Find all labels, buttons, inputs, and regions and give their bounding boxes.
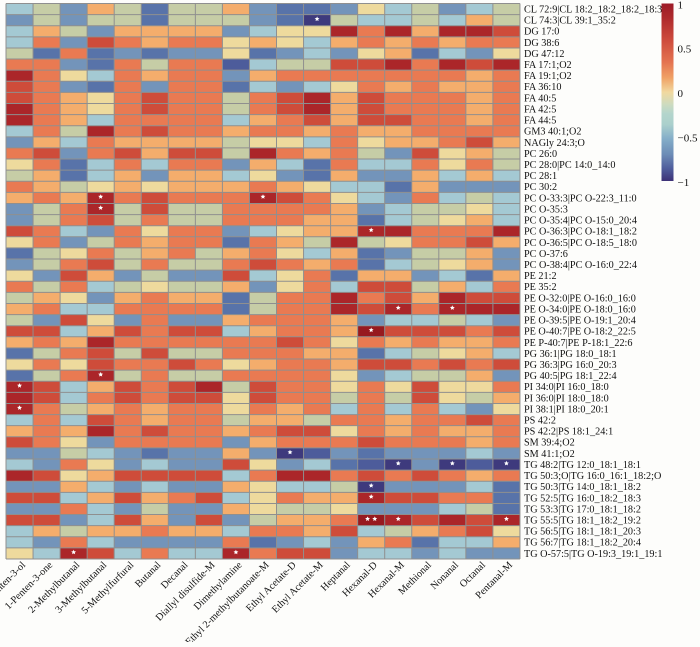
svg-text:PC O-37:6: PC O-37:6: [524, 249, 568, 260]
svg-text:FA 36:10: FA 36:10: [524, 82, 561, 93]
svg-text:PI 38:1|PI 18:0_20:1: PI 38:1|PI 18:0_20:1: [524, 404, 609, 415]
svg-text:PE 35:2: PE 35:2: [524, 282, 557, 293]
svg-text:PC O-38:4|PC O-16:0_22:4: PC O-38:4|PC O-16:0_22:4: [524, 260, 637, 271]
svg-text:DG 17:0: DG 17:0: [524, 27, 559, 38]
svg-text:PE P-40:7|PE P-18:1_22:6: PE P-40:7|PE P-18:1_22:6: [524, 338, 632, 349]
svg-text:PG 36:1|PG 18:0_18:1: PG 36:1|PG 18:0_18:1: [524, 349, 617, 360]
svg-text:SM 41:1;O2: SM 41:1;O2: [524, 449, 575, 460]
svg-text:FA 40:5: FA 40:5: [524, 93, 556, 104]
svg-text:PI 34:0|PI 16:0_18:0: PI 34:0|PI 16:0_18:0: [524, 382, 609, 393]
svg-text:PE O-40:7|PE O-18:2_22:5: PE O-40:7|PE O-18:2_22:5: [524, 327, 636, 338]
svg-text:PC O-35:3: PC O-35:3: [524, 204, 568, 215]
svg-text:PS 42:2: PS 42:2: [524, 416, 556, 427]
svg-text:SM 39:4;O2: SM 39:4;O2: [524, 438, 575, 449]
svg-text:PE 21:2: PE 21:2: [524, 271, 557, 282]
svg-text:FA 42:5: FA 42:5: [524, 104, 556, 115]
svg-text:TG O-57:5|TG O-19:3_19:1_19:1: TG O-57:5|TG O-19:3_19:1_19:1: [524, 549, 662, 560]
svg-text:PI 36:0|PI 18:0_18:0: PI 36:0|PI 18:0_18:0: [524, 393, 609, 404]
svg-text:GM3 40:1;O2: GM3 40:1;O2: [524, 127, 581, 138]
svg-text:PG 40:5|PG 18:1_22:4: PG 40:5|PG 18:1_22:4: [524, 371, 617, 382]
svg-text:−1: −1: [678, 177, 690, 189]
svg-text:FA 19:1;O2: FA 19:1;O2: [524, 71, 572, 82]
svg-text:TG 56:7|TG 18:1_18:2_20:4: TG 56:7|TG 18:1_18:2_20:4: [524, 538, 641, 549]
svg-text:1: 1: [678, 0, 684, 11]
svg-text:PC O-33:3|PC O-22:3_11:0: PC O-33:3|PC O-22:3_11:0: [524, 193, 637, 204]
svg-text:CL 72:9|CL 18:2_18:2_18:2_18:3: CL 72:9|CL 18:2_18:2_18:2_18:3: [524, 4, 662, 15]
svg-text:PG 36:3|PG 16:0_20:3: PG 36:3|PG 16:0_20:3: [524, 360, 617, 371]
svg-text:PE O-34:0|PE O-18:0_16:0: PE O-34:0|PE O-18:0_16:0: [524, 304, 636, 315]
svg-text:TG 50:3|TG 14:0_18:1_18:2: TG 50:3|TG 14:0_18:1_18:2: [524, 482, 641, 493]
svg-text:PC 28:0|PC 14:0_14:0: PC 28:0|PC 14:0_14:0: [524, 160, 615, 171]
svg-text:FA 44:5: FA 44:5: [524, 116, 556, 127]
svg-text:TG 50:3;O|TG 16:0_16:1_18:2;O: TG 50:3;O|TG 16:0_16:1_18:2;O: [524, 471, 661, 482]
svg-text:TG 52:5|TG 16:0_18:2_18:3: TG 52:5|TG 16:0_18:2_18:3: [524, 493, 641, 504]
svg-text:PC O-36:5|PC O-18:5_18:0: PC O-36:5|PC O-18:5_18:0: [524, 238, 637, 249]
svg-text:CL 74:3|CL 39:1_35:2: CL 74:3|CL 39:1_35:2: [524, 16, 616, 27]
svg-text:PE O-32:0|PE O-16:0_16:0: PE O-32:0|PE O-16:0_16:0: [524, 293, 636, 304]
svg-text:TG 55:5|TG 18:1_18:2_19:2: TG 55:5|TG 18:1_18:2_19:2: [524, 516, 641, 527]
svg-text:−0.5: −0.5: [678, 132, 698, 144]
svg-text:PS 42:2|PS 18:1_24:1: PS 42:2|PS 18:1_24:1: [524, 427, 613, 438]
svg-text:TG 53:3|TG 17:0_18:1_18:2: TG 53:3|TG 17:0_18:1_18:2: [524, 504, 641, 515]
svg-text:0.5: 0.5: [678, 44, 692, 56]
svg-text:TG 48:2|TG 12:0_18:1_18:1: TG 48:2|TG 12:0_18:1_18:1: [524, 460, 641, 471]
svg-text:NAGly 24:3;O: NAGly 24:3;O: [524, 138, 585, 149]
svg-text:PC O-36:3|PC O-18:1_18:2: PC O-36:3|PC O-18:1_18:2: [524, 227, 637, 238]
svg-text:PC 28:1: PC 28:1: [524, 171, 557, 182]
svg-text:FA 17:1;O2: FA 17:1;O2: [524, 60, 572, 71]
svg-text:DG 38:6: DG 38:6: [524, 38, 559, 49]
svg-text:PC 26:0: PC 26:0: [524, 149, 557, 160]
svg-text:PE O-39:5|PE O-19:1_20:4: PE O-39:5|PE O-19:1_20:4: [524, 316, 636, 327]
svg-text:PC O-35:4|PC O-15:0_20:4: PC O-35:4|PC O-15:0_20:4: [524, 216, 637, 227]
svg-text:PC 30:2: PC 30:2: [524, 182, 557, 193]
svg-text:0: 0: [678, 88, 684, 100]
svg-text:TG 56:5|TG 18:1_18:1_20:3: TG 56:5|TG 18:1_18:1_20:3: [524, 527, 641, 538]
svg-text:DG 47:12: DG 47:12: [524, 49, 564, 60]
